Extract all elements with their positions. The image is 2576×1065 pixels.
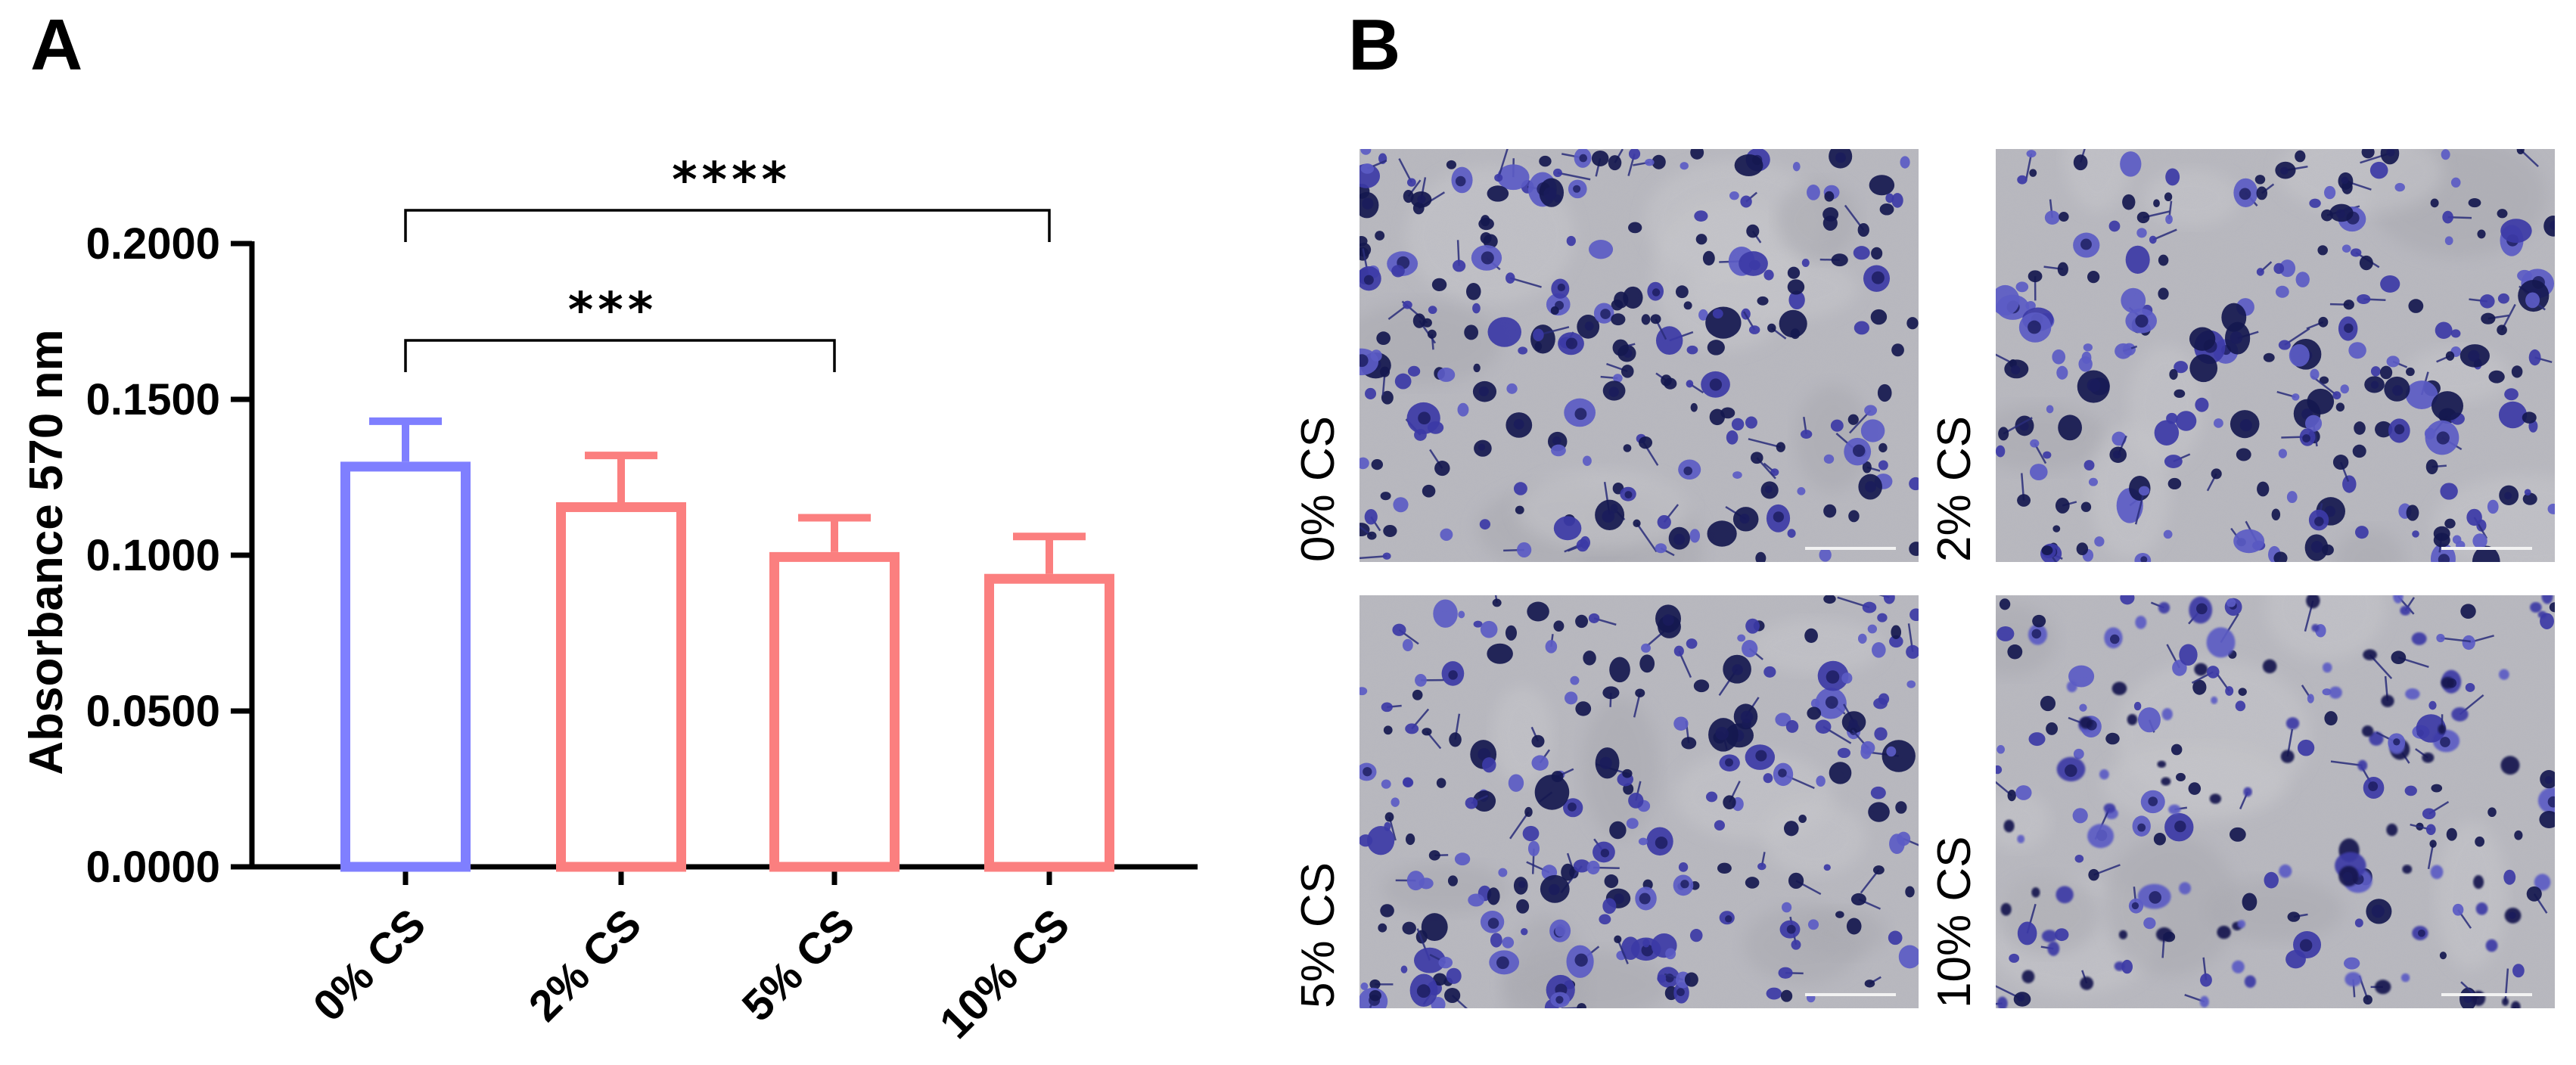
significance-label: *** bbox=[568, 283, 657, 339]
y-axis-title: Absorbance 570 nm bbox=[20, 329, 73, 775]
bar bbox=[340, 461, 471, 872]
x-tick-label: 5% CS bbox=[733, 899, 865, 1031]
error-bars bbox=[369, 417, 1086, 574]
bar-chart: 0.0000 0.0500 0.1000 0.1500 0.2000 0% CS 2% C… bbox=[20, 153, 1198, 1048]
panel-b-letter: B bbox=[1348, 5, 1400, 85]
y-tick-label: 0.1000 bbox=[86, 531, 220, 580]
significance-label: **** bbox=[672, 153, 791, 209]
x-tick-label: 10% CS bbox=[931, 899, 1079, 1048]
y-tick-label: 0.0500 bbox=[86, 687, 220, 736]
micrograph-label: 5% CS bbox=[1292, 862, 1344, 1008]
significance-bracket bbox=[404, 339, 836, 372]
bars bbox=[340, 461, 1114, 872]
significance-brackets: ******* bbox=[404, 153, 1051, 372]
y-tick-label: 0.0000 bbox=[86, 843, 220, 892]
micrograph-grid: 0% CS 2% CS 5% CS 10% CS bbox=[1292, 149, 2555, 1008]
micrograph-label: 2% CS bbox=[1928, 416, 1981, 562]
significance-bracket bbox=[404, 209, 1051, 242]
panel-a-letter: A bbox=[30, 5, 82, 85]
bar bbox=[984, 573, 1114, 872]
x-tick-label: 0% CS bbox=[304, 899, 436, 1031]
micrograph-label: 0% CS bbox=[1292, 416, 1344, 562]
micrograph-label: 10% CS bbox=[1928, 837, 1981, 1008]
bar bbox=[556, 501, 686, 872]
x-axis: 0% CS 2% CS 5% CS 10% CS bbox=[250, 864, 1198, 1048]
y-tick-label: 0.2000 bbox=[86, 219, 220, 269]
micrograph-image bbox=[1996, 149, 2555, 562]
y-tick-label: 0.1500 bbox=[86, 375, 220, 424]
micrograph-image bbox=[1996, 595, 2555, 1008]
micrograph-image bbox=[1359, 595, 1919, 1008]
y-axis: 0.0000 0.0500 0.1000 0.1500 0.2000 bbox=[86, 219, 255, 892]
x-tick-label: 2% CS bbox=[520, 899, 651, 1031]
micrograph-image bbox=[1359, 149, 1919, 562]
bar bbox=[769, 551, 900, 872]
